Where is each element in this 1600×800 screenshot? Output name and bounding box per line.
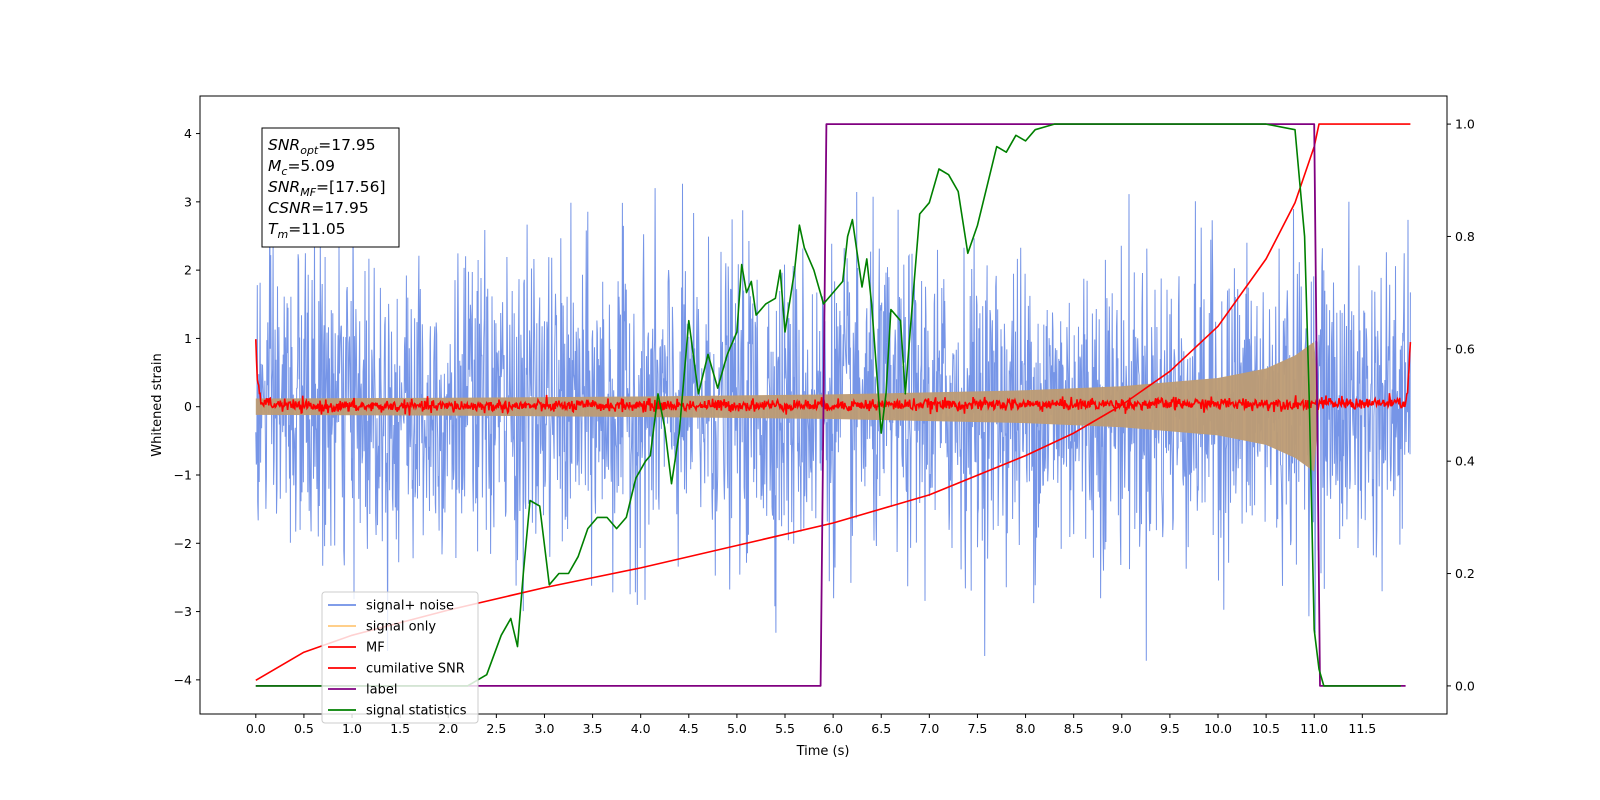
annotation-symbol: SNR (268, 136, 300, 154)
annotation-symbol: M (268, 157, 281, 175)
annotation-subscript: MF (300, 186, 316, 199)
x-tick-label: 2.5 (486, 721, 506, 736)
right-y-axis-ticks: 1.0 0.8 0.6 0.4 0.2 0.0 (1447, 117, 1475, 693)
x-tick-label: 0.5 (294, 721, 314, 736)
x-tick-label: 5.0 (727, 721, 747, 736)
x-tick-label: 11.0 (1300, 721, 1328, 736)
annotation-subscript: m (277, 228, 288, 241)
annotation-line: SNRMF=[17.56] (268, 178, 386, 199)
right-y-tick-label: 0.0 (1455, 678, 1475, 693)
x-tick-label: 10.5 (1252, 721, 1280, 736)
annotation-box-frame (261, 127, 400, 248)
x-tick-label: 11.5 (1348, 721, 1376, 736)
annotation-value: =17.95 (311, 199, 368, 217)
x-tick-label: 0.0 (246, 721, 266, 736)
x-tick-label: 6.0 (823, 721, 843, 736)
annotation-value: =11.05 (288, 220, 345, 238)
x-axis-ticks: 0.0 0.5 1.0 1.5 2.0 2.5 3.0 3.5 4.0 4.5 5.0 5.5 6.0 6… (246, 714, 1376, 736)
annotation-box: SNRopt=17.95Mc=5.09SNRMF=[17.56]CSNR=17.… (261, 127, 400, 248)
plot-frame (199, 95, 1448, 715)
legend-label: signal statistics (366, 704, 467, 719)
left-y-axis-label: Whitened strain (150, 353, 165, 456)
annotation-symbol: CSNR (268, 199, 311, 217)
left-y-tick-label: 3 (184, 194, 192, 209)
annotation-line: Tm=11.05 (268, 220, 346, 241)
x-tick-label: 7.5 (968, 721, 988, 736)
left-y-tick-label: 2 (184, 263, 192, 278)
annotation-line: CSNR=17.95 (268, 199, 369, 217)
x-tick-label: 6.5 (871, 721, 891, 736)
right-y-tick-label: 0.2 (1455, 566, 1475, 581)
left-y-tick-label: −4 (174, 672, 192, 687)
legend-label: MF (366, 641, 385, 656)
right-y-tick-label: 0.4 (1455, 454, 1475, 469)
x-tick-label: 8.0 (1016, 721, 1036, 736)
x-tick-label: 3.5 (583, 721, 603, 736)
legend-label: signal only (366, 620, 436, 635)
legend-label: label (366, 683, 397, 698)
series-mf (255, 339, 1412, 416)
left-y-tick-label: 1 (184, 331, 192, 346)
legend-frame (321, 591, 479, 724)
x-tick-label: 9.0 (1112, 721, 1132, 736)
annotation-value: =5.09 (287, 157, 335, 175)
x-tick-label: 2.0 (438, 721, 458, 736)
legend-label: signal+ noise (366, 599, 454, 614)
annotation-value: =[17.56] (316, 178, 385, 196)
right-y-tick-label: 1.0 (1455, 117, 1475, 132)
left-y-tick-label: −3 (174, 604, 192, 619)
left-y-tick-label: 0 (184, 399, 192, 414)
annotation-subscript: c (281, 165, 287, 178)
legend-label: cumilative SNR (366, 662, 465, 677)
x-tick-label: 10.0 (1204, 721, 1232, 736)
right-y-tick-label: 0.6 (1455, 341, 1475, 356)
x-tick-label: 4.0 (631, 721, 651, 736)
x-tick-label: 9.5 (1160, 721, 1180, 736)
right-y-tick-label: 0.8 (1455, 229, 1475, 244)
left-y-tick-label: 4 (184, 126, 192, 141)
annotation-symbol: SNR (268, 178, 300, 196)
legend: signal+ noise signal only MF cumilative SNR… (321, 591, 479, 724)
x-tick-label: 1.5 (390, 721, 410, 736)
left-y-axis-ticks: 4 3 2 1 0 −1 −2 −3 −4 (174, 126, 200, 687)
series-signal-statistics (255, 123, 1401, 687)
x-axis-label: Time (s) (796, 744, 850, 759)
x-tick-label: 4.5 (679, 721, 699, 736)
x-tick-label: 1.0 (342, 721, 362, 736)
left-y-tick-label: −2 (174, 536, 192, 551)
x-tick-label: 5.5 (775, 721, 795, 736)
annotation-value: =17.95 (318, 136, 375, 154)
left-y-tick-label: −1 (174, 467, 192, 482)
annotation-line: SNRopt=17.95 (268, 136, 376, 157)
x-tick-label: 7.0 (919, 721, 939, 736)
annotation-line: Mc=5.09 (268, 157, 335, 178)
annotation-symbol: T (268, 220, 279, 238)
x-tick-label: 3.0 (535, 721, 555, 736)
x-tick-label: 8.5 (1064, 721, 1084, 736)
annotation-subscript: opt (300, 144, 319, 157)
